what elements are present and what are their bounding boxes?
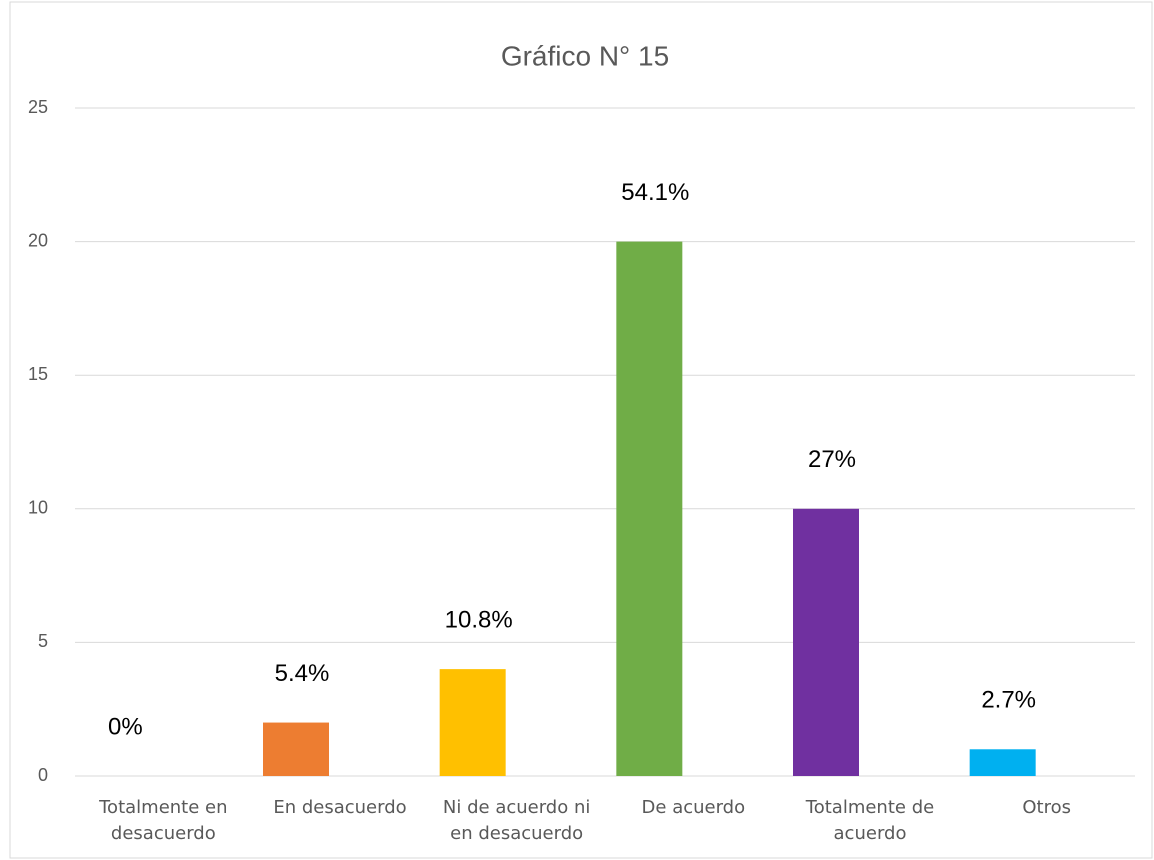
x-tick-label: Totalmente de acuerdo bbox=[805, 797, 935, 844]
data-label: 54.1% bbox=[621, 179, 689, 206]
data-label: 10.8% bbox=[445, 606, 513, 633]
chart-title: Gráfico N° 15 bbox=[501, 40, 669, 71]
bar bbox=[439, 669, 506, 776]
y-tick-label: 5 bbox=[38, 631, 48, 651]
y-tick-label: 0 bbox=[38, 765, 48, 785]
x-tick-label: Otros bbox=[1022, 797, 1071, 818]
bar bbox=[263, 722, 329, 776]
y-tick-label: 25 bbox=[28, 97, 48, 117]
y-tick-label: 10 bbox=[28, 498, 48, 518]
x-tick-label: Ni de acuerdo ni en desacuerdo bbox=[442, 797, 591, 844]
data-label: 27% bbox=[808, 446, 856, 473]
chart-border bbox=[9, 1, 1153, 859]
x-tick-label: Totalmente en desacuerdo bbox=[99, 797, 228, 844]
y-tick-label: 20 bbox=[28, 230, 48, 250]
x-tick-label: En desacuerdo bbox=[273, 797, 407, 818]
data-label: 0% bbox=[108, 713, 143, 740]
bar bbox=[793, 508, 859, 776]
bar bbox=[616, 241, 683, 777]
x-tick-label: De acuerdo bbox=[641, 797, 746, 818]
y-tick-label: 15 bbox=[28, 364, 48, 384]
data-label: 5.4% bbox=[275, 660, 330, 687]
data-label: 2.7% bbox=[981, 687, 1036, 714]
bar bbox=[969, 749, 1036, 776]
